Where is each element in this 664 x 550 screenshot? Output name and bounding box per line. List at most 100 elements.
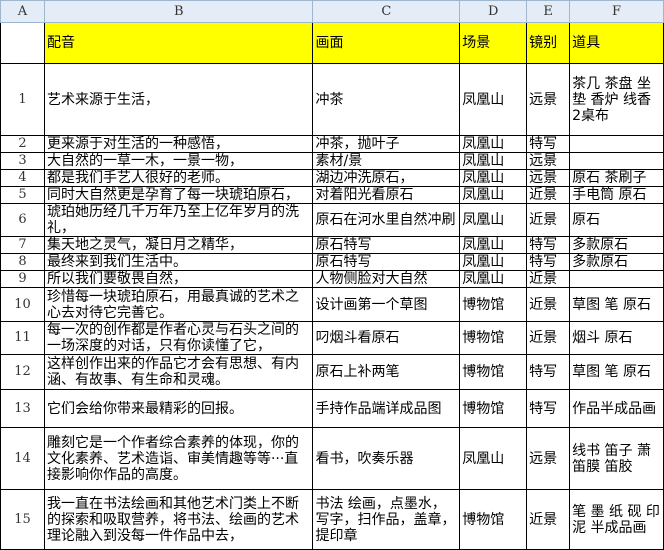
header-voice[interactable]: 配音 xyxy=(43,22,314,64)
cell-scene[interactable]: 凤凰山 xyxy=(459,236,528,254)
cell-props[interactable]: 草图 笔 原石 xyxy=(569,287,664,322)
header-shot[interactable]: 镜别 xyxy=(526,22,571,64)
cell-shot[interactable]: 特写 xyxy=(526,253,571,271)
cell-scene[interactable]: 凤凰山 xyxy=(459,270,528,288)
cell-shot[interactable]: 近景 xyxy=(526,270,571,288)
cell-a-header[interactable] xyxy=(0,22,45,64)
header-props[interactable]: 道具 xyxy=(569,22,664,64)
cell-scene[interactable]: 凤凰山 xyxy=(459,427,528,490)
row-number[interactable]: 15 xyxy=(0,489,45,550)
cell-scene[interactable]: 凤凰山 xyxy=(459,135,528,153)
cell-voice[interactable]: 我一直在书法绘画和其他艺术门类上不断的探索和吸取营养，将书法、绘画的艺术理论融入… xyxy=(43,489,314,550)
cell-picture[interactable]: 手持作品端详成品图 xyxy=(312,389,461,428)
cell-voice[interactable]: 它们会给你带来最精彩的回报。 xyxy=(43,389,314,428)
cell-picture[interactable]: 设计画第一个草图 xyxy=(312,287,461,322)
row-number[interactable]: 14 xyxy=(0,427,45,490)
cell-props[interactable] xyxy=(569,135,664,153)
cell-scene[interactable]: 博物馆 xyxy=(459,489,528,550)
cell-props[interactable] xyxy=(569,152,664,170)
cell-shot[interactable]: 特写 xyxy=(526,389,571,428)
cell-picture[interactable]: 看书，吹奏乐器 xyxy=(312,427,461,490)
cell-voice[interactable]: 琥珀她历经几千万年乃至上亿年岁月的洗礼， xyxy=(43,203,314,237)
cell-scene[interactable]: 博物馆 xyxy=(459,287,528,322)
cell-scene[interactable]: 凤凰山 xyxy=(459,169,528,187)
cell-voice[interactable]: 珍惜每一块琥珀原石，用最真诚的艺术之心去对待它完善它。 xyxy=(43,287,314,322)
cell-scene[interactable]: 博物馆 xyxy=(459,389,528,428)
row-number[interactable]: 5 xyxy=(0,186,45,204)
row-number[interactable]: 6 xyxy=(0,203,45,237)
cell-voice[interactable]: 大自然的一草一木，一景一物， xyxy=(43,152,314,170)
cell-picture[interactable]: 原石特写 xyxy=(312,253,461,271)
column-header-f[interactable]: F xyxy=(569,0,664,23)
row-number[interactable]: 4 xyxy=(0,169,45,187)
column-header-e[interactable]: E xyxy=(526,0,571,23)
row-number[interactable]: 10 xyxy=(0,287,45,322)
cell-voice[interactable]: 集天地之灵气，凝日月之精华， xyxy=(43,236,314,254)
cell-voice[interactable]: 更来源于对生活的一种感悟， xyxy=(43,135,314,153)
cell-voice[interactable]: 都是我们手艺人很好的老师。 xyxy=(43,169,314,187)
cell-props[interactable]: 线书 笛子 萧 笛膜 笛胶 xyxy=(569,427,664,490)
cell-picture[interactable]: 对着阳光看原石 xyxy=(312,186,461,204)
cell-props[interactable]: 烟斗 原石 xyxy=(569,321,664,355)
cell-shot[interactable]: 远景 xyxy=(526,63,571,136)
cell-picture[interactable]: 原石上补两笔 xyxy=(312,354,461,390)
cell-props[interactable]: 原石 xyxy=(569,203,664,237)
cell-shot[interactable]: 远景 xyxy=(526,169,571,187)
cell-scene[interactable]: 凤凰山 xyxy=(459,63,528,136)
cell-picture[interactable]: 原石在河水里自然冲刷 xyxy=(312,203,461,237)
column-header-d[interactable]: D xyxy=(459,0,528,23)
cell-props[interactable]: 多款原石 xyxy=(569,253,664,271)
row-number[interactable]: 9 xyxy=(0,270,45,288)
row-number[interactable]: 7 xyxy=(0,236,45,254)
cell-voice[interactable]: 这样创作出来的作品它才会有思想、有内涵、有故事、有生命和灵魂。 xyxy=(43,354,314,390)
column-header-a[interactable]: A xyxy=(0,0,45,23)
cell-shot[interactable]: 近景 xyxy=(526,489,571,550)
cell-props[interactable] xyxy=(569,270,664,288)
column-header-b[interactable]: B xyxy=(43,0,314,23)
row-number[interactable]: 12 xyxy=(0,354,45,390)
cell-voice[interactable]: 所以我们要敬畏自然， xyxy=(43,270,314,288)
cell-scene[interactable]: 凤凰山 xyxy=(459,152,528,170)
cell-props[interactable]: 笔 墨 纸 砚 印泥 半成品画 xyxy=(569,489,664,550)
cell-voice[interactable]: 同时大自然更是孕育了每一块琥珀原石， xyxy=(43,186,314,204)
cell-shot[interactable]: 近景 xyxy=(526,186,571,204)
cell-shot[interactable]: 特写 xyxy=(526,236,571,254)
cell-scene[interactable]: 凤凰山 xyxy=(459,203,528,237)
cell-picture[interactable]: 冲茶，抛叶子 xyxy=(312,135,461,153)
cell-shot[interactable]: 特写 xyxy=(526,354,571,390)
cell-voice[interactable]: 每一次的创作都是作者心灵与石头之间的一场深度的对话，只有你读懂了它， xyxy=(43,321,314,355)
header-scene[interactable]: 场景 xyxy=(459,22,528,64)
row-number[interactable]: 3 xyxy=(0,152,45,170)
row-number[interactable]: 13 xyxy=(0,389,45,428)
cell-props[interactable]: 多款原石 xyxy=(569,236,664,254)
cell-picture[interactable]: 书法 绘画，点墨水，写字，扫作品，盖章，提印章 xyxy=(312,489,461,550)
cell-props[interactable]: 茶几 茶盘 坐垫 香炉 线香 2桌布 xyxy=(569,63,664,136)
cell-scene[interactable]: 凤凰山 xyxy=(459,253,528,271)
cell-picture[interactable]: 叼烟斗看原石 xyxy=(312,321,461,355)
row-number[interactable]: 2 xyxy=(0,135,45,153)
cell-picture[interactable]: 人物侧脸对大自然 xyxy=(312,270,461,288)
cell-props[interactable]: 作品半成品画 xyxy=(569,389,664,428)
cell-picture[interactable]: 原石特写 xyxy=(312,236,461,254)
cell-shot[interactable]: 特写 xyxy=(526,135,571,153)
cell-scene[interactable]: 博物馆 xyxy=(459,354,528,390)
cell-scene[interactable]: 凤凰山 xyxy=(459,186,528,204)
cell-picture[interactable]: 素材/景 xyxy=(312,152,461,170)
cell-voice[interactable]: 雕刻它是一个作者综合素养的体现，你的文化素养、艺术造诣、审美情趣等等···直接影… xyxy=(43,427,314,490)
cell-voice[interactable]: 最终来到我们生活中。 xyxy=(43,253,314,271)
cell-shot[interactable]: 远景 xyxy=(526,152,571,170)
column-header-c[interactable]: C xyxy=(312,0,461,23)
row-number[interactable]: 1 xyxy=(0,63,45,136)
cell-props[interactable]: 草图 笔 原石 xyxy=(569,354,664,390)
cell-props[interactable]: 原石 茶刷子 xyxy=(569,169,664,187)
cell-picture[interactable]: 冲茶 xyxy=(312,63,461,136)
cell-shot[interactable]: 近景 xyxy=(526,203,571,237)
cell-props[interactable]: 手电筒 原石 xyxy=(569,186,664,204)
cell-voice[interactable]: 艺术来源于生活， xyxy=(43,63,314,136)
cell-shot[interactable]: 近景 xyxy=(526,287,571,322)
row-number[interactable]: 8 xyxy=(0,253,45,271)
cell-picture[interactable]: 湖边冲洗原石， xyxy=(312,169,461,187)
cell-scene[interactable]: 博物馆 xyxy=(459,321,528,355)
row-number[interactable]: 11 xyxy=(0,321,45,355)
header-picture[interactable]: 画面 xyxy=(312,22,461,64)
